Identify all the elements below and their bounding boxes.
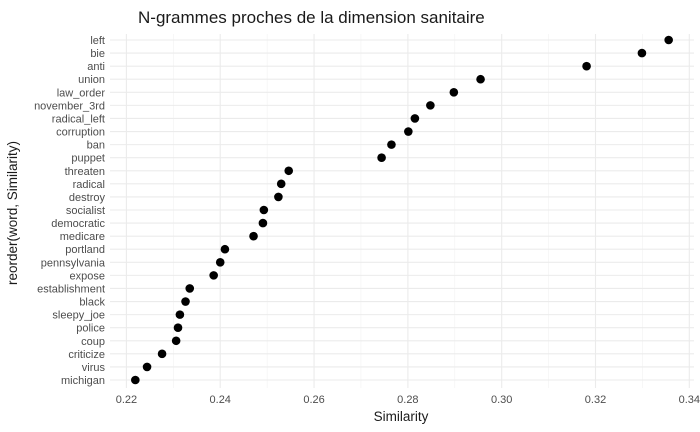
y-tick-label-socialist: socialist [66, 205, 105, 217]
x-tick-labels: 0.22 0.24 0.26 0.28 0.30 0.32 0.34 [116, 394, 700, 406]
point-expose [209, 271, 218, 280]
point-medicare [249, 231, 258, 241]
y-tick-label-pennsylvania: pennsylvania [41, 257, 106, 269]
y-tick-label-radical_left: radical_left [52, 113, 105, 125]
point-democratic [258, 218, 268, 228]
point-black [181, 297, 190, 306]
y-tick-label-ban: ban [87, 140, 105, 152]
point-socialist [259, 205, 269, 215]
y-tick-label-law_order: law_order [57, 87, 106, 99]
y-tick-label-destroy: destroy [69, 192, 106, 204]
data-points [131, 35, 673, 385]
point-radical [276, 179, 286, 189]
y-tick-label-expose: expose [70, 270, 105, 282]
point-pennsylvania [215, 258, 225, 267]
y-tick-label-november_3rd: november_3rd [34, 100, 105, 112]
y-tick-label-union: union [78, 74, 105, 86]
point-destroy [274, 192, 283, 202]
y-tick-label-black: black [79, 297, 105, 309]
y-tick-label-medicare: medicare [60, 231, 105, 243]
y-tick-labels: michiganviruscriticizecouppolicesleepy_j… [34, 35, 106, 387]
x-tick-label: 0.32 [585, 394, 606, 406]
point-puppet [377, 153, 386, 162]
y-tick-label-coup: coup [81, 336, 105, 348]
point-bie [637, 48, 647, 58]
point-threaten [284, 166, 294, 176]
point-anti [582, 61, 591, 71]
y-axis-title: reorder(word, Similarity) [5, 141, 20, 285]
y-tick-label-sleepy_joe: sleepy_joe [52, 310, 105, 322]
x-tick-label: 0.34 [679, 394, 700, 406]
y-tick-label-establishment: establishment [37, 283, 105, 295]
point-establishment [185, 284, 195, 293]
y-tick-label-threaten: threaten [65, 166, 105, 178]
y-tick-label-anti: anti [87, 61, 105, 73]
point-coup [171, 336, 181, 346]
y-tick-label-michigan: michigan [61, 375, 105, 387]
y-tick-label-radical: radical [73, 179, 105, 191]
x-tick-label: 0.24 [210, 394, 231, 406]
y-tick-label-police: police [76, 323, 105, 335]
y-tick-label-democratic: democratic [51, 218, 105, 230]
point-november_3rd [426, 101, 435, 110]
y-tick-label-virus: virus [82, 362, 106, 374]
point-michigan [131, 375, 140, 385]
chart-title: N-grammes proches de la dimension sanita… [138, 8, 485, 27]
point-criticize [157, 349, 167, 359]
point-portland [220, 244, 230, 254]
x-tick-label: 0.28 [397, 394, 418, 406]
point-law_order [449, 88, 459, 97]
point-corruption [404, 127, 413, 136]
x-tick-label: 0.22 [116, 394, 137, 406]
y-tick-label-bie: bie [90, 48, 105, 60]
grid [110, 34, 694, 388]
point-union [476, 74, 485, 84]
point-ban [387, 140, 396, 149]
y-tick-label-criticize: criticize [68, 349, 105, 361]
y-tick-label-portland: portland [65, 244, 105, 256]
x-tick-label: 0.26 [303, 394, 324, 406]
y-tick-label-left: left [90, 35, 105, 47]
point-sleepy_joe [175, 310, 185, 319]
point-left [664, 35, 673, 45]
y-tick-label-puppet: puppet [71, 153, 105, 165]
point-radical_left [410, 114, 420, 123]
x-tick-label: 0.30 [491, 394, 512, 406]
x-axis-title: Similarity [374, 409, 429, 424]
point-police [173, 323, 183, 332]
y-tick-label-corruption: corruption [56, 127, 105, 139]
point-virus [142, 362, 152, 372]
